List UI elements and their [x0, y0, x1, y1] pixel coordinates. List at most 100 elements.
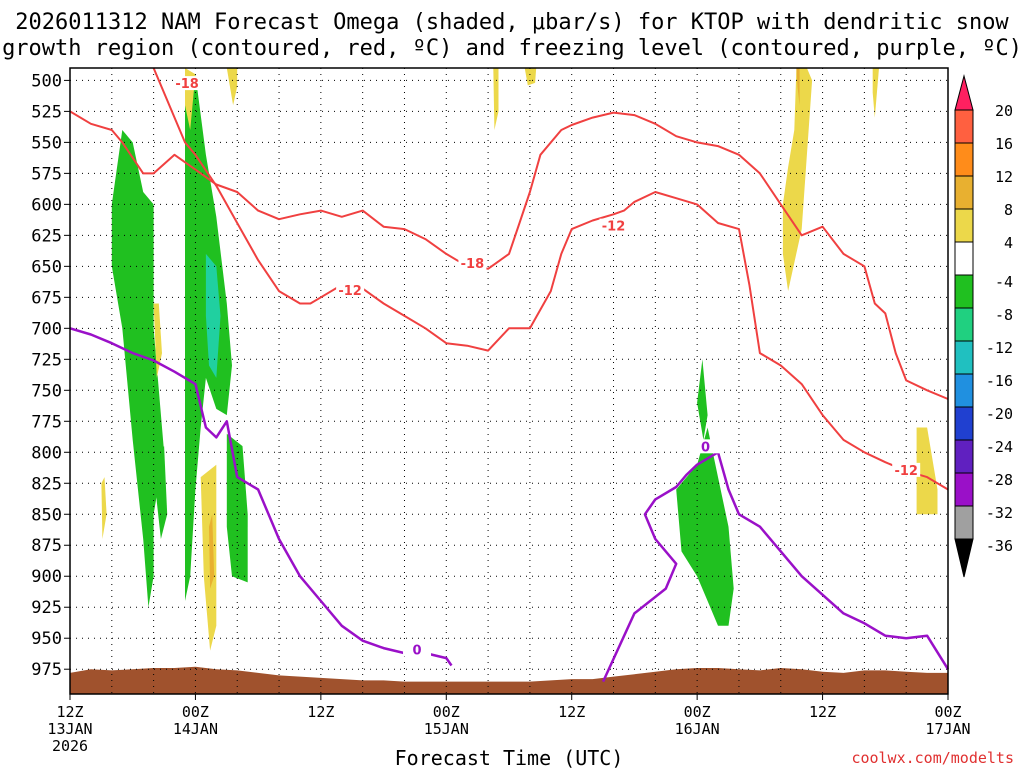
colorbar-label-8: -16	[986, 372, 1013, 390]
y-tick-label-525: 525	[31, 102, 62, 122]
contour-label-2: 0	[412, 644, 421, 659]
omega-region-15	[782, 68, 813, 292]
omega-region-13	[493, 68, 499, 130]
y-tick-label-650: 650	[31, 257, 62, 277]
y-tick-label-550: 550	[31, 133, 62, 153]
omega-region-12	[209, 514, 215, 589]
y-tick-label-850: 850	[31, 505, 62, 525]
ground-fill	[70, 666, 948, 694]
annotation-bg-2	[892, 462, 921, 477]
contour-line-1	[152, 67, 949, 491]
y-tick-label-950: 950	[31, 629, 62, 649]
omega-region-17	[872, 68, 879, 118]
contour-label-1: -12	[338, 284, 362, 299]
colorbar-swatch-9	[954, 373, 974, 408]
x-tick-label-3-0: 00Z	[433, 703, 460, 721]
colorbar-label-6: -8	[995, 306, 1013, 324]
contour-annotation-1: -12	[602, 220, 626, 235]
colorbar-swatch-2	[954, 142, 974, 177]
y-tick-label-775: 775	[31, 412, 62, 432]
colorbar-swatch-10	[954, 406, 974, 441]
x-tick-label-4-0: 12Z	[558, 703, 585, 721]
omega-region-11	[200, 464, 217, 651]
colorbar-label-7: -12	[986, 339, 1013, 357]
chart-title-line2: growth region (contoured, red, ºC) and f…	[2, 36, 1022, 61]
y-tick-label-900: 900	[31, 567, 62, 587]
colorbar-swatch-4	[954, 208, 974, 243]
contour-label-bg-1	[336, 283, 365, 298]
y-tick-label-725: 725	[31, 350, 62, 370]
contours: -18 -12 0 0 -18 -12 -12	[69, 67, 950, 683]
x-tick-label-0-0: 12Z	[56, 703, 83, 721]
y-tick-label-675: 675	[31, 288, 62, 308]
colorbar-swatch-8	[954, 340, 974, 375]
x-tick-label-0-1: 13JAN	[47, 720, 92, 738]
y-tick-label-600: 600	[31, 195, 62, 215]
contour-label-3: 0	[701, 440, 710, 455]
contour-label-bg-0	[458, 255, 487, 270]
y-tick-label-925: 925	[31, 598, 62, 618]
colorbar-bottom-arrow	[954, 538, 974, 578]
contour-line-2	[69, 327, 453, 667]
x-tick-label-6-0: 12Z	[809, 703, 836, 721]
omega-region-14	[524, 68, 537, 86]
contour-annotation-2: -12	[894, 464, 918, 479]
colorbar-label-11: -28	[986, 471, 1013, 489]
contour-label-0: -18	[461, 257, 485, 272]
x-axis-label: Forecast Time (UTC)	[395, 746, 624, 768]
x-tick-label-0-2: 2026	[52, 737, 88, 755]
colorbar-swatch-13	[954, 505, 974, 540]
colorbar-label-0: 20	[995, 102, 1013, 120]
y-tick-label-800: 800	[31, 443, 62, 463]
y-tick-label-500: 500	[31, 71, 62, 91]
colorbar-swatch-3	[954, 175, 974, 210]
x-tick-label-7-1: 17JAN	[925, 720, 970, 738]
contour-annotation-0: -18	[175, 77, 199, 92]
omega-region-2	[205, 253, 221, 378]
colorbar-swatch-1	[954, 109, 974, 144]
omega-region-5	[676, 427, 734, 626]
colorbar-label-9: -20	[986, 405, 1013, 423]
colorbar-label-5: -4	[995, 273, 1013, 291]
y-tick-label-750: 750	[31, 381, 62, 401]
y-tick-label-575: 575	[31, 164, 62, 184]
x-tick-label-2-0: 12Z	[307, 703, 334, 721]
omega-region-0	[111, 130, 165, 608]
colorbar-label-13: -36	[986, 537, 1013, 555]
x-tick-label-3-1: 15JAN	[424, 720, 469, 738]
colorbar-label-12: -32	[986, 504, 1013, 522]
colorbar: 20 16 12 8 4 -4 -8 -12 -16 -20 -24 -28 -32 -36	[954, 74, 1013, 578]
chart-title-line1: 2026011312 NAM Forecast Omega (shaded, μ…	[15, 10, 1009, 35]
colorbar-top-arrow	[954, 74, 974, 111]
omega-region-10	[226, 68, 238, 106]
colorbar-swatch-5	[954, 241, 974, 276]
colorbar-swatch-12	[954, 472, 974, 507]
colorbar-label-1: 16	[995, 135, 1013, 153]
omega-region-4	[153, 446, 168, 539]
x-tick-label-1-1: 14JAN	[173, 720, 218, 738]
omega-region-7	[153, 303, 162, 378]
colorbar-label-4: 4	[1004, 234, 1013, 252]
x-tick-label-7-0: 00Z	[934, 703, 961, 721]
contour-label-bg-2	[403, 642, 432, 657]
x-tick-label-1-0: 00Z	[182, 703, 209, 721]
y-axis: 500 525 550 575 600 625 650 675 700 725 750 775 800 8…	[31, 71, 70, 680]
annotation-bg-0	[173, 76, 202, 91]
annotation-bg-1	[599, 218, 628, 233]
x-tick-label-5-1: 16JAN	[675, 720, 720, 738]
y-tick-label-975: 975	[31, 660, 62, 680]
colorbar-label-2: 12	[995, 168, 1013, 186]
contour-line-3	[601, 451, 950, 683]
colorbar-label-10: -24	[986, 438, 1013, 456]
omega-region-8	[101, 477, 107, 539]
colorbar-swatch-11	[954, 439, 974, 474]
y-tick-label-875: 875	[31, 536, 62, 556]
colorbar-swatch-6	[954, 274, 974, 309]
x-tick-label-5-0: 00Z	[684, 703, 711, 721]
plot-frame	[69, 67, 949, 695]
credit-text: coolwx.com/modelts	[851, 749, 1014, 767]
omega-region-18	[916, 427, 938, 515]
omega-region-6	[697, 359, 708, 440]
